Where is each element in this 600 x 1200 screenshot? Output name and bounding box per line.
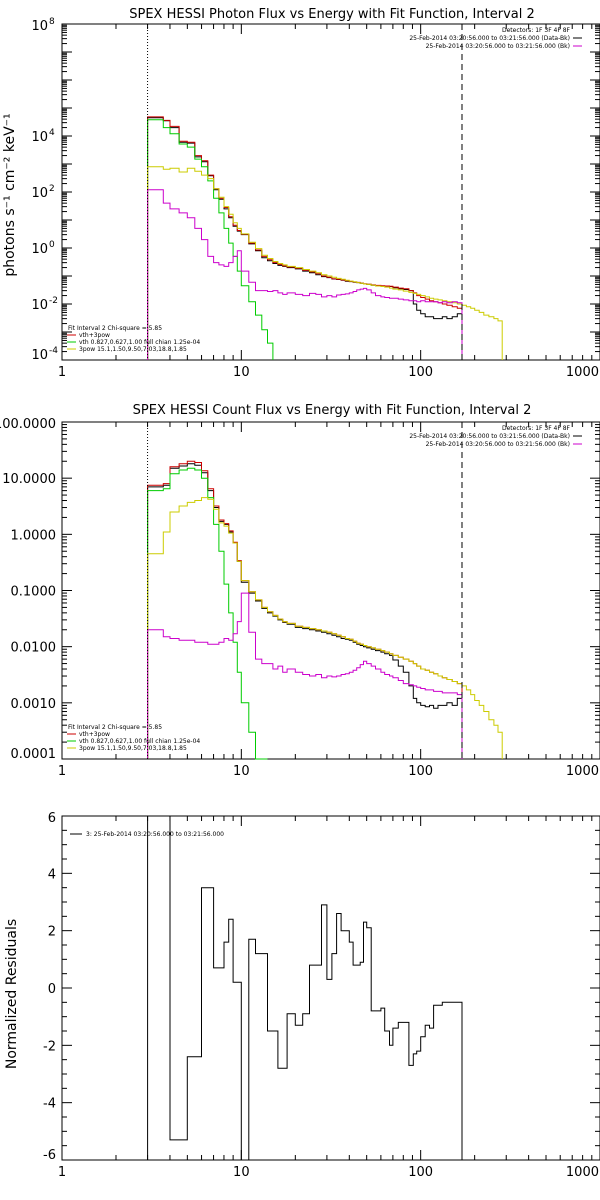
y-tick-exponent: -2 bbox=[49, 296, 58, 306]
series-line-0 bbox=[147, 815, 463, 1161]
count-flux-panel: SPEX HESSI Count Flux vs Energy with Fit… bbox=[0, 403, 600, 779]
series-line-4 bbox=[147, 592, 463, 759]
legend-entry-bottom-left: 3pow 15.1,1.50,9.50,7.03,18.8,1.85 bbox=[79, 346, 187, 353]
legend-entry-top-right: 25-Feb-2014 03:20:56.000 to 03:21:56.000… bbox=[426, 441, 570, 448]
legend-entry-top-right: 25-Feb-2014 03:20:56.000 to 03:21:56.000… bbox=[409, 433, 570, 440]
series-line-3 bbox=[147, 497, 503, 759]
x-tick-label: 1000 bbox=[566, 1165, 599, 1180]
y-tick-label: 10 bbox=[31, 19, 48, 34]
x-tick-label: 1 bbox=[58, 1165, 66, 1180]
y-tick-label: 10 bbox=[31, 242, 48, 257]
legend-entry-top-right: Detectors: 1F 3F 4F 8F bbox=[502, 425, 571, 432]
y-tick-label: 0.0100 bbox=[11, 641, 57, 656]
y-tick-label: 2 bbox=[48, 925, 56, 940]
legend-entry-bottom-left: Fit Interval 2 Chi-square = 5.85 bbox=[68, 325, 162, 332]
x-tick-label: 100 bbox=[408, 1165, 433, 1180]
residual-legend-entry: 3: 25-Feb-2014 03:20:56.000 to 03:21:56.… bbox=[86, 831, 224, 838]
y-tick-label: 100.0000 bbox=[0, 417, 56, 432]
y-tick-label: 0.0001 bbox=[11, 747, 57, 762]
x-tick-label: 100 bbox=[408, 764, 433, 779]
legend-entry-top-right: 25-Feb-2014 03:20:56.000 to 03:21:56.000… bbox=[409, 35, 570, 42]
residuals-panel-ylabel: Normalized Residuals bbox=[4, 919, 20, 1069]
y-tick-exponent: 4 bbox=[49, 128, 55, 138]
legend-entry-bottom-left: vth+3pow bbox=[79, 731, 110, 738]
series-line-2 bbox=[147, 467, 268, 760]
y-tick-label: 1.0000 bbox=[11, 528, 57, 543]
y-tick-label: 10 bbox=[31, 348, 48, 363]
count-panel-title: SPEX HESSI Count Flux vs Energy with Fit… bbox=[133, 403, 532, 418]
y-tick-label: -4 bbox=[43, 1097, 56, 1112]
y-tick-exponent: -4 bbox=[49, 346, 58, 356]
legend-entry-bottom-left: vth+3pow bbox=[79, 332, 110, 339]
x-tick-label: 1000 bbox=[566, 764, 599, 779]
y-tick-label: -2 bbox=[43, 1039, 56, 1054]
legend-entry-top-right: 25-Feb-2014 03:20:56.000 to 03:21:56.000… bbox=[426, 43, 570, 50]
y-tick-exponent: 0 bbox=[49, 240, 55, 250]
y-tick-label: 6 bbox=[48, 811, 56, 826]
photon-panel-title: SPEX HESSI Photon Flux vs Energy with Fi… bbox=[129, 7, 535, 22]
y-tick-label: -6 bbox=[43, 1148, 56, 1163]
y-tick-label: 10 bbox=[31, 186, 48, 201]
legend-entry-bottom-left: vth 0.827,0.627,1.00 full chian 1.25e-04 bbox=[79, 738, 200, 745]
y-tick-label: 0 bbox=[48, 982, 56, 997]
photon-flux-panel: SPEX HESSI Photon Flux vs Energy with Fi… bbox=[2, 7, 600, 380]
x-tick-label: 1000 bbox=[566, 365, 599, 380]
series-line-2 bbox=[147, 119, 274, 360]
x-tick-label: 10 bbox=[233, 764, 250, 779]
legend-entry-bottom-left: 3pow 15.1,1.50,9.50,7.03,18.8,1.85 bbox=[79, 745, 187, 752]
y-tick-label: 10 bbox=[31, 130, 48, 145]
y-tick-label: 4 bbox=[48, 867, 56, 882]
x-tick-label: 1 bbox=[58, 365, 66, 380]
y-tick-label: 10 bbox=[31, 298, 48, 313]
x-tick-label: 10 bbox=[233, 365, 250, 380]
legend-entry-top-right: Detectors: 1F 3F 4F 8F bbox=[502, 27, 571, 34]
y-tick-exponent: 2 bbox=[49, 184, 55, 194]
x-tick-label: 10 bbox=[233, 1165, 250, 1180]
residuals-panel: Normalized Residuals 1 10 100 1000 6 4 2 0 -2 -4 -… bbox=[4, 811, 600, 1180]
y-tick-label: 0.1000 bbox=[11, 585, 57, 600]
y-tick-exponent: 8 bbox=[49, 17, 55, 27]
photon-panel-ylabel: photons s⁻¹ cm⁻² keV⁻¹ bbox=[2, 113, 18, 276]
legend-entry-bottom-left: Fit Interval 2 Chi-square = 5.85 bbox=[68, 724, 162, 731]
series-line-4 bbox=[147, 189, 463, 360]
y-tick-label: 0.0010 bbox=[11, 697, 57, 712]
legend-entry-bottom-left: vth 0.827,0.627,1.00 full chian 1.25e-04 bbox=[79, 339, 200, 346]
x-tick-label: 1 bbox=[58, 764, 66, 779]
y-tick-label: 10.0000 bbox=[2, 472, 56, 487]
x-tick-label: 100 bbox=[408, 365, 433, 380]
